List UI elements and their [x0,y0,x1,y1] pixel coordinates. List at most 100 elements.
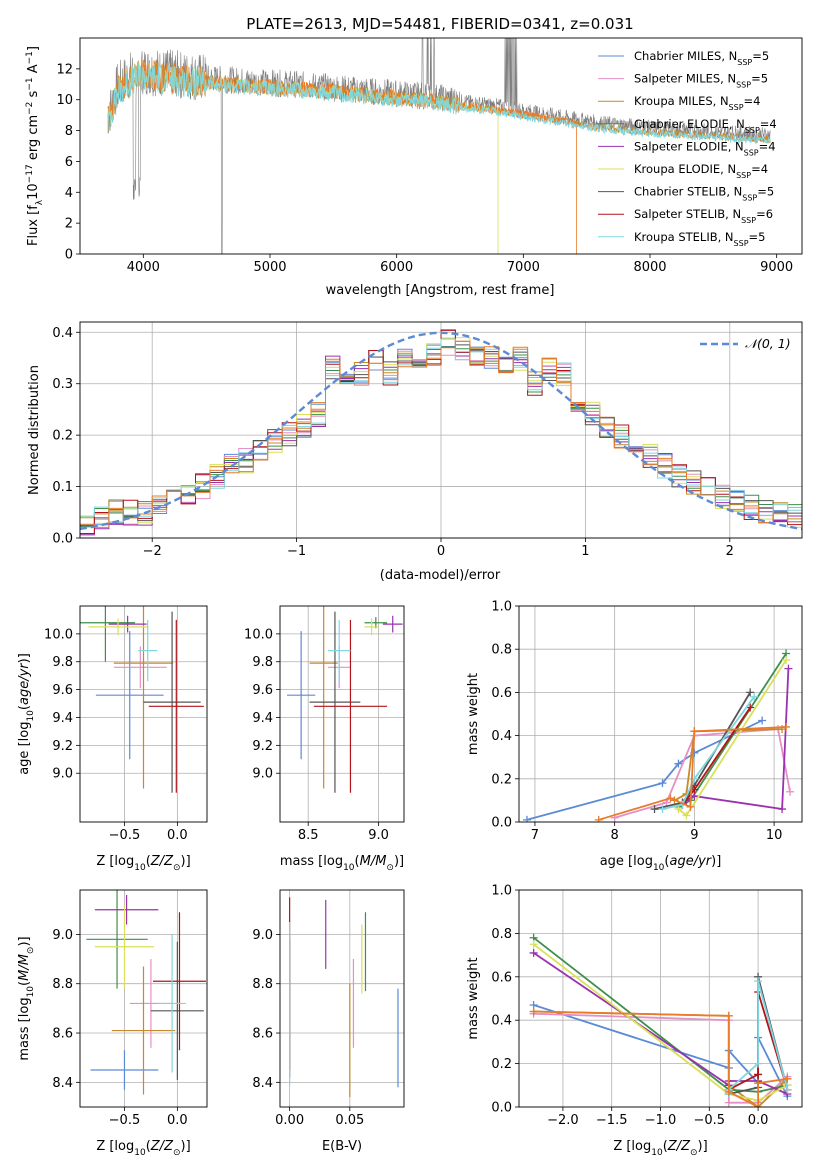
legend-text: Chabrier ELODIE, N [634,117,745,131]
x-tick-label: 9.0 [368,828,389,843]
label-part: ( [146,854,151,869]
label-part: mass [log [280,854,343,869]
y-tick-label: 0.2 [52,429,73,444]
label-part: )] [181,1139,191,1154]
y-tick-label: 8.4 [52,1076,73,1091]
axes-frame [518,889,803,1108]
panel-residuals: −2 −1 0 1 2 0.0 0.1 0.2 0.3 0.4 (data-model)/error… [27,321,803,583]
y-tick-label: 0.3 [52,377,73,392]
label-part: )] [711,854,721,869]
y-tick-label: 0.0 [52,532,73,547]
legend-text: Salpeter STELIB, N [634,207,741,221]
x-tick-label: −0.5 [109,828,141,843]
label-part: 10 [26,986,36,998]
x-tick-label: −1.0 [645,1113,677,1128]
label-part: )] [17,936,32,946]
weight-marker [724,1011,733,1020]
label-part: λ [35,199,45,205]
axes-frame [279,605,405,823]
y-tick-label: 9.4 [252,711,273,726]
label-part: age [log [600,854,653,869]
weight-marker [782,722,791,731]
weight-marker [529,948,538,957]
plot-area [289,897,399,1098]
y-tick-label: 0.2 [491,1057,512,1072]
y-axis-label: mass [log10(M/M⊙)] [17,936,36,1060]
legend-subscript: SSP [736,80,751,89]
plot-area [287,606,403,793]
x-axis-label: (data-model)/error [380,568,501,583]
weight-marker [778,805,787,814]
label-part: 10 [26,183,41,200]
y-tick-label: 2 [65,217,73,232]
x-tick-label: −1 [287,544,306,559]
weight-marker [758,716,767,725]
label-part: −1 [25,77,35,90]
label-part: Z [log [96,854,134,869]
label-part: )] [394,854,404,869]
weight-marker [724,1098,733,1107]
legend-subscript: SSP [729,103,744,112]
weight-marker [686,802,695,811]
weight-marker [690,727,699,736]
panel-weight-vs-Z: −2.0 −1.5 −1.0 −0.5 0.0 0.0 0.2 0.4 0.6 0.8 1.0 Z [… [466,884,803,1158]
x-tick-label: 0.0 [167,828,188,843]
weight-series-line [533,1004,789,1097]
y-tick-label: 8.8 [52,977,73,992]
plot-area [80,606,204,793]
x-tick-label: 6000 [380,260,413,275]
axes-frame [279,889,405,1108]
legend-text: Kroupa MILES, N [634,94,729,108]
legend-entry: Kroupa ELODIE, NSSP=4 [634,162,768,180]
weight-series-line [685,668,790,811]
label-part: ⊙ [386,863,394,873]
y-tick-label: 0.1 [52,480,73,495]
x-tick-label: 0 [437,544,445,559]
x-tick-label: 0.05 [335,1113,364,1128]
legend-entry: Chabrier STELIB, NSSP=5 [634,185,774,203]
weight-marker [650,805,659,814]
plot-area [522,649,795,822]
label-part: erg cm [26,115,41,164]
x-tick-label: 4000 [127,260,160,275]
weight-marker [529,940,538,949]
y-tick-label: 6 [65,155,73,170]
legend-text: Salpeter MILES, N [634,72,736,86]
y-axis-label: age [log10(age/yr)] [17,653,36,775]
label-part: mass [log [17,997,32,1060]
legend-text: =5 [749,230,766,244]
label-part: Z [log [613,1139,651,1154]
legend-text: =4 [751,162,768,176]
legend-subscript: SSP [741,216,756,225]
legend-entry: Chabrier ELODIE, NSSP=4 [634,117,777,135]
weight-marker [754,977,763,986]
x-tick-label: 9 [690,828,698,843]
axes-frame [79,321,803,539]
weight-marker [658,779,667,788]
y-tick-label: 10.0 [44,627,73,642]
x-axis-label: E(B-V) [322,1139,362,1154]
y-tick-label: 8.8 [252,977,273,992]
label-part: ⊙ [173,863,181,873]
label-part: A [26,64,41,77]
y-tick-label: 8 [65,124,73,139]
legend-text: =5 [757,185,774,199]
legend-subscript: SSP [742,193,757,202]
label-part: ⊙ [26,947,36,955]
y-tick-label: 10.0 [244,627,273,642]
y-tick-label: 9.8 [252,655,273,670]
y-tick-label: 9.2 [52,739,73,754]
weight-marker [724,1087,733,1096]
normal-curve [80,331,802,531]
panel-age-vs-Z: −0.5 0.09.09.29.49.69.810.0Z [log10(Z/Z⊙)… [17,605,208,873]
histogram-step [80,350,802,536]
weight-marker [782,656,791,664]
weight-series-line [674,728,783,802]
label-part: ( [17,981,32,986]
legend-text: =4 [760,117,777,131]
weight-marker [783,1085,792,1094]
y-tick-label: 0.4 [491,729,512,744]
y-tick-label: 8.6 [52,1027,73,1042]
label-part: Flux [f [26,205,41,246]
x-tick-label: 0.0 [748,1113,769,1128]
